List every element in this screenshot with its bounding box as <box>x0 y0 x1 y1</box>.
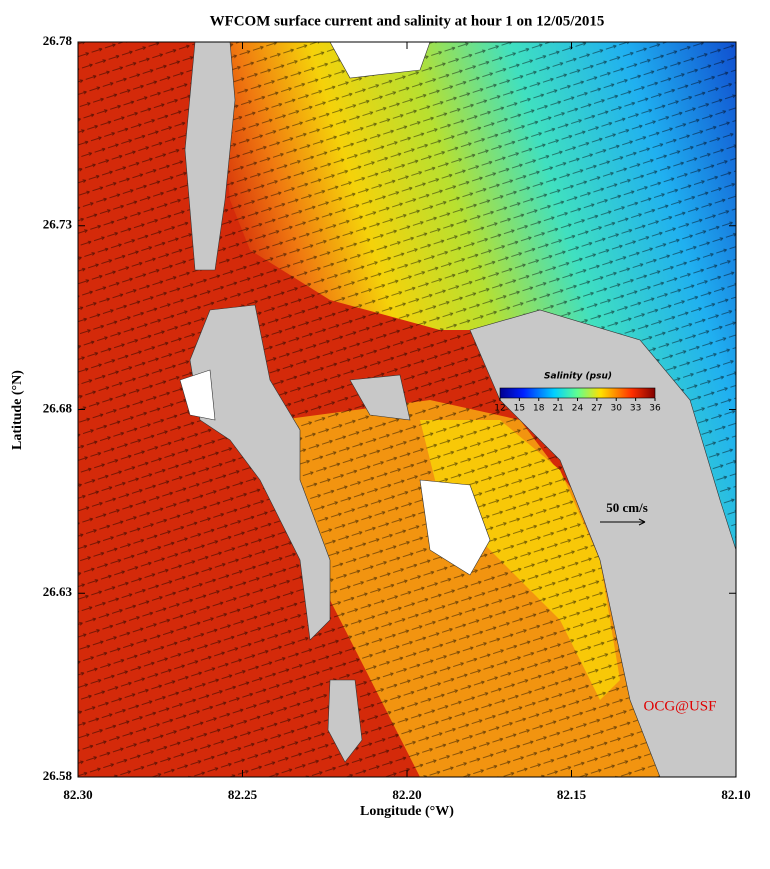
x-tick-label: 82.25 <box>228 787 258 802</box>
colorbar-gradient <box>499 387 656 399</box>
y-tick-label: 26.68 <box>43 400 73 415</box>
x-tick-label: 82.20 <box>392 787 421 802</box>
colorbar-tick-label: 30 <box>611 404 623 414</box>
x-axis-label: Longitude (°W) <box>360 804 454 819</box>
x-tick-label: 82.30 <box>63 787 92 802</box>
colorbar-tick-label: 27 <box>591 404 602 414</box>
colorbar-tick-label: 36 <box>649 404 661 414</box>
colorbar-tick-label: 18 <box>533 404 545 414</box>
credit: OCG@USF <box>643 698 716 714</box>
x-tick-label: 82.10 <box>721 787 750 802</box>
colorbar-tick-label: 24 <box>572 404 584 414</box>
y-axis-label: Latitude (°N) <box>10 370 25 450</box>
x-tick-label: 82.15 <box>557 787 587 802</box>
y-tick-label: 26.58 <box>43 768 73 783</box>
y-tick-label: 26.73 <box>43 217 73 232</box>
colorbar-tick-label: 15 <box>514 404 525 414</box>
y-tick-label: 26.78 <box>43 33 73 48</box>
colorbar-tick-label: 21 <box>552 404 563 414</box>
scale-arrow-head <box>638 518 646 526</box>
chart-title: WFCOM surface current and salinity at ho… <box>210 13 605 29</box>
y-tick-label: 26.63 <box>43 584 73 599</box>
scale-label: 50 cm/s <box>606 500 648 515</box>
colorbar-tick-label: 33 <box>630 404 641 414</box>
colorbar-title: Salinity (psu) <box>544 372 612 382</box>
colorbar-tick-label: 12 <box>494 404 505 414</box>
salinity-field <box>78 42 736 777</box>
